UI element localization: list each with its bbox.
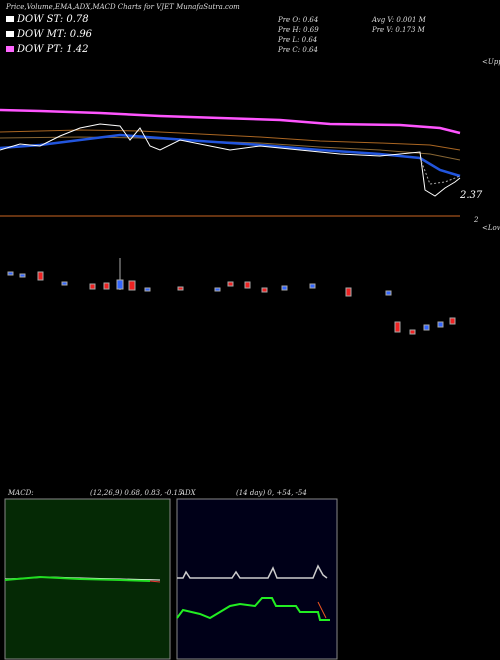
- legend-swatch: [6, 31, 14, 37]
- last-price: 2.37: [459, 190, 483, 201]
- upper-label: <Uppe: [482, 58, 500, 66]
- macd-signal: [4, 575, 151, 582]
- adx-panel: [176, 498, 338, 660]
- candles: [7, 258, 456, 335]
- macd-hist: [149, 580, 161, 583]
- info-text: Pre C: 0.64: [277, 46, 318, 54]
- info-text: Pre O: 0.64: [277, 16, 318, 24]
- adx-plus: [176, 597, 330, 621]
- adx-params: (14 day) 0, +54, -54: [236, 489, 307, 497]
- lower-value: 2: [473, 216, 479, 224]
- legend-swatch: [6, 16, 14, 22]
- adx-line: [177, 564, 328, 579]
- lower-label: <Lowe: [482, 224, 500, 232]
- legend-label: DOW MT: 0.96: [16, 29, 93, 40]
- macd-params: (12,26,9) 0.68, 0.83, -0.15: [90, 489, 183, 497]
- legend-label: DOW PT: 1.42: [16, 44, 89, 55]
- price-lines: [0, 108, 461, 197]
- info-text: Avg V: 0.001 M: [371, 16, 427, 24]
- page-title: Price,Volume,EMA,ADX,MACD Charts for VJE…: [5, 3, 240, 11]
- legend-label: DOW ST: 0.78: [16, 14, 89, 25]
- macd-title: MACD:: [7, 489, 34, 497]
- legend-swatch: [6, 46, 14, 52]
- info-text: Pre H: 0.69: [277, 26, 319, 34]
- adx-minus: [317, 601, 327, 619]
- info-text: Pre V: 0.173 M: [371, 26, 426, 34]
- info-text: Pre L: 0.64: [277, 36, 317, 44]
- adx-title: ADX: [179, 489, 197, 497]
